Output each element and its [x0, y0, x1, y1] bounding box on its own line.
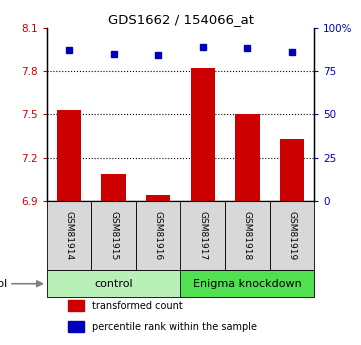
Text: GSM81915: GSM81915	[109, 211, 118, 260]
Text: transformed count: transformed count	[92, 301, 183, 311]
Bar	[180, 270, 314, 297]
Text: percentile rank within the sample: percentile rank within the sample	[92, 323, 257, 333]
Bar	[57, 110, 82, 201]
Text: protocol: protocol	[0, 279, 8, 289]
Bar	[146, 195, 170, 201]
Bar	[279, 139, 304, 201]
Bar	[270, 201, 314, 270]
Bar	[68, 299, 84, 311]
Text: GSM81914: GSM81914	[65, 211, 74, 260]
Text: GSM81918: GSM81918	[243, 211, 252, 260]
Text: GSM81917: GSM81917	[198, 211, 207, 260]
Bar	[235, 114, 260, 201]
Bar	[91, 201, 136, 270]
Bar	[136, 201, 180, 270]
Bar	[47, 201, 91, 270]
Text: GSM81919: GSM81919	[287, 211, 296, 260]
Bar	[191, 68, 215, 201]
Bar	[47, 270, 180, 297]
Bar	[225, 201, 270, 270]
Bar	[180, 201, 225, 270]
Text: control: control	[95, 279, 133, 289]
Bar	[101, 174, 126, 201]
Title: GDS1662 / 154066_at: GDS1662 / 154066_at	[108, 13, 253, 27]
Bar	[68, 321, 84, 332]
Text: GSM81916: GSM81916	[154, 211, 163, 260]
Text: Enigma knockdown: Enigma knockdown	[193, 279, 302, 289]
